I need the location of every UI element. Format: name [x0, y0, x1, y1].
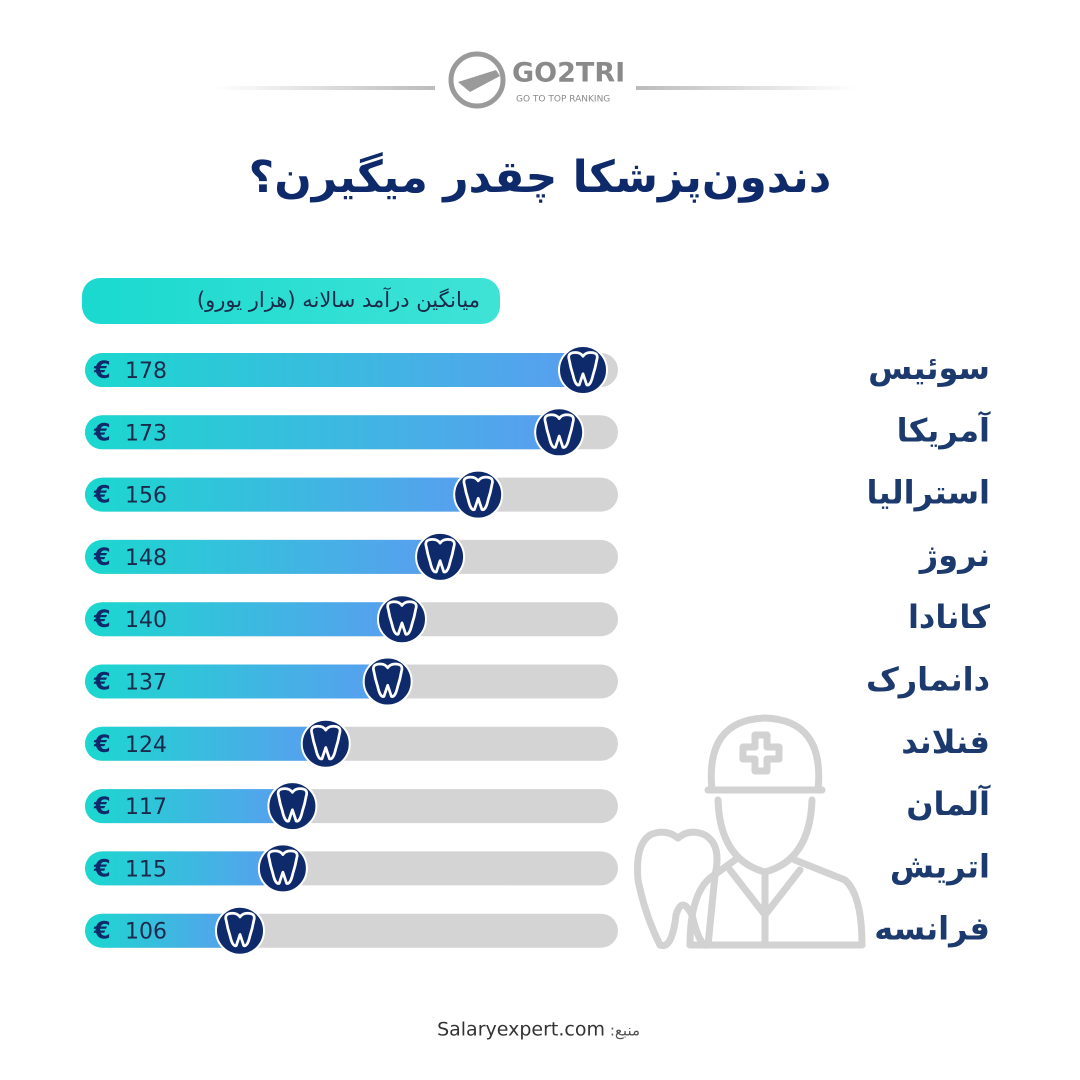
category-label: فرانسه [874, 910, 990, 948]
logo-tagline: GO TO TOP RANKING [516, 95, 610, 105]
source-label: منبع: [610, 1022, 640, 1040]
currency-symbol: € [93, 481, 111, 509]
tooth-icon [224, 911, 256, 948]
bar-marker [376, 594, 427, 645]
rule [215, 86, 435, 90]
tooth-icon [276, 787, 309, 823]
value-label: 124 [125, 733, 167, 758]
tooth-icon [310, 724, 342, 761]
category-label: نروژ [918, 536, 990, 574]
bar-marker [453, 469, 504, 520]
tooth-icon [424, 538, 456, 574]
bar [85, 539, 441, 574]
logo-icon [448, 51, 506, 109]
currency-symbol: € [93, 730, 111, 758]
bars: €178 سوئیس € 173 آمریکا € 156 استرالیا € 148 نروژ €… [85, 345, 991, 956]
tooth-icon [462, 475, 494, 512]
bar [85, 913, 240, 948]
category-label: استرالیا [867, 474, 990, 512]
bar-marker [558, 345, 608, 395]
currency-symbol: € [93, 792, 111, 820]
currency-symbol: € [93, 356, 111, 384]
logo-icon [458, 70, 500, 92]
tooth-icon [267, 849, 299, 885]
bar-marker [257, 843, 308, 894]
category-label: سوئیس [868, 349, 990, 387]
category-label: آلمان [906, 784, 991, 823]
chart-title: دندون‌پزشکا چقدر میگیرن؟ [249, 151, 832, 203]
bar [85, 789, 293, 824]
tooth-icon [386, 600, 418, 636]
bar [85, 664, 388, 699]
category-label: فنلاند [901, 723, 990, 761]
bar-marker [362, 656, 413, 707]
bar-marker [267, 781, 318, 832]
value-label: 148 [125, 546, 167, 571]
bar-marker [300, 718, 351, 769]
value-label: 115 [125, 857, 167, 882]
bar [85, 851, 283, 886]
currency-symbol: € [93, 543, 111, 571]
source: Salaryexpert.com [437, 1019, 605, 1041]
bar [85, 726, 326, 761]
subtitle-pill [82, 278, 500, 324]
category-label: آمریکا [897, 410, 991, 449]
doctor-illustration [634, 714, 866, 950]
value-label: 117 [125, 795, 167, 820]
logo-name: GO2TRI [512, 58, 625, 89]
value-label: 140 [125, 608, 167, 633]
tooth-icon [543, 413, 575, 449]
value-label: 178 [125, 359, 167, 384]
tooth-icon [372, 662, 404, 698]
value-label: 106 [125, 920, 167, 945]
currency-symbol: € [93, 854, 111, 882]
bar-marker [534, 407, 585, 458]
tooth-icon [567, 351, 599, 387]
value-label: 156 [125, 484, 167, 509]
bar [85, 602, 402, 637]
currency-symbol: € [93, 917, 111, 945]
value-label: 173 [125, 421, 167, 446]
logo: GO2TRI GO TO TOP RANKING [215, 51, 856, 109]
currency-symbol: € [93, 605, 111, 633]
bar [85, 353, 583, 387]
rule [636, 86, 856, 90]
category-label: دانمارک [866, 661, 990, 699]
category-label: اتریش [890, 847, 990, 885]
category-label: کانادا [908, 598, 990, 636]
bar [85, 477, 479, 512]
bar [85, 415, 560, 450]
currency-symbol: € [93, 668, 111, 696]
bar-marker [415, 531, 466, 582]
currency-symbol: € [93, 418, 111, 446]
bar-marker [215, 905, 265, 956]
value-label: 137 [125, 671, 167, 696]
subtitle: میانگین درآمد سالانه (هزار یورو) [197, 287, 480, 312]
